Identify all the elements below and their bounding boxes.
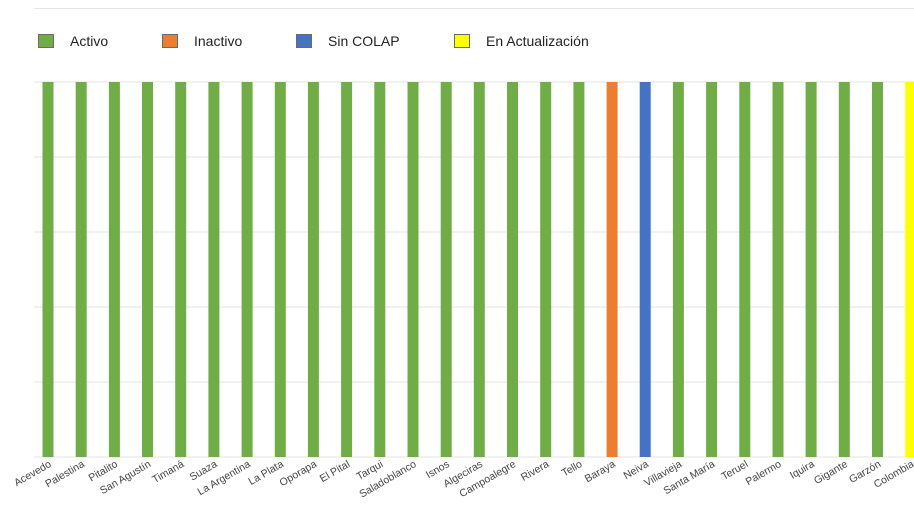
bar [838,82,850,457]
bar [639,82,651,457]
bar [772,82,784,457]
legend-label-activo: Activo [70,33,109,49]
legend-swatch-inactivo [162,34,178,48]
legend-swatch-en-actualizacion [454,34,470,48]
x-tick-label: Palermo [744,458,784,488]
bar [540,82,552,457]
bars [42,82,914,457]
x-tick-label: Tello [560,458,585,479]
bar [75,82,87,457]
bar [142,82,153,457]
legend-label-en-actualizacion: En Actualización [486,33,589,49]
bar [407,82,419,457]
legend-swatch-activo [38,34,54,48]
bar [307,82,319,457]
bar [274,82,286,457]
x-tick-label: Oporapa [278,458,320,489]
chart-top-border [34,8,914,9]
bar [108,82,120,457]
legend-label-sin-colap: Sin COLAP [328,33,400,49]
bar [872,82,883,457]
bar [507,82,518,457]
legend-swatch-sin-colap [296,34,312,48]
bar [672,82,684,457]
x-tick-label: Rivera [519,458,551,484]
x-tick-label: Gigante [812,458,850,487]
bar [805,82,817,457]
bar [573,82,585,457]
bar [706,82,718,457]
x-tick-label: Baraya [583,458,618,485]
bar [473,82,485,457]
x-tick-label: El Pital [318,458,352,485]
bar [905,82,914,457]
bar [440,82,452,457]
bar [241,82,253,457]
bar [606,82,618,457]
bar [341,82,353,457]
x-tick-label: Timaná [150,458,186,486]
bar [374,82,386,457]
bar [208,82,220,457]
legend-label-inactivo: Inactivo [194,33,243,49]
bar [175,82,187,457]
bar [42,82,54,457]
bar [739,82,751,457]
